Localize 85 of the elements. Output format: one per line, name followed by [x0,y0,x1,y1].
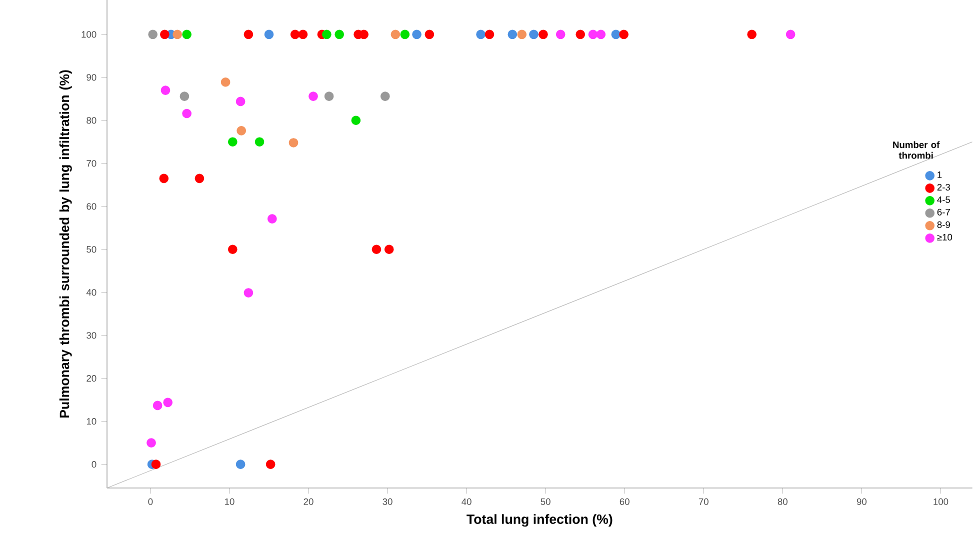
point [424,30,434,40]
point [576,30,586,40]
point [322,30,332,40]
point [529,30,538,40]
y-axis-title: Pulmonary thrombi surrounded by lung infiltration (%) [59,70,72,418]
y-tick-label: 10 [86,418,96,425]
point [160,86,170,95]
point [228,244,238,254]
x-tick-label: 60 [620,498,630,505]
point [372,244,382,254]
point [334,30,344,40]
point [244,288,254,298]
point [476,30,486,40]
x-tick-label: 50 [540,498,550,505]
point [244,30,254,40]
x-tick-label: 40 [462,498,472,505]
point [556,30,566,40]
point [148,30,158,40]
point [236,96,246,106]
point [159,174,169,184]
point [308,92,318,101]
x-tick-label: 80 [778,498,788,505]
point [172,30,182,40]
x-tick-label: 0 [148,498,153,505]
point [254,137,264,147]
y-tick-label: 50 [86,246,96,253]
point [268,214,277,224]
y-tick-label: 0 [92,461,96,468]
point [324,92,334,101]
point [194,174,204,184]
point [160,30,170,40]
point [596,30,606,40]
legend-label: 4-5 [937,196,950,203]
legend-title: Number of thrombi [893,141,940,159]
point [146,438,156,448]
point [266,460,276,470]
y-tick-label: 40 [86,289,96,296]
point [298,30,308,40]
y-tick-label: 30 [86,332,96,339]
point [380,92,390,101]
point [384,244,394,254]
point [400,30,410,40]
point [517,30,527,40]
y-tick-label: 70 [86,160,96,167]
point [180,92,190,101]
point [151,460,161,470]
point [619,30,628,40]
x-tick-label: 10 [225,498,234,505]
x-tick-label: 70 [698,498,708,505]
y-tick-label: 60 [86,203,96,210]
legend-label: 2-3 [937,184,950,191]
point [264,30,274,40]
point [786,30,796,40]
point [747,30,757,40]
x-tick-label: 90 [856,498,867,505]
x-axis-title: Total lung infection (%) [466,514,612,527]
point [290,30,300,40]
point [163,398,173,408]
y-tick-label: 20 [86,375,96,382]
legend-label: ≥10 [937,234,952,241]
point [351,116,361,126]
legend-label: 8-9 [937,221,950,228]
point [220,77,230,87]
point [588,30,598,40]
point [228,137,238,147]
point [182,108,192,118]
x-tick-label: 20 [304,498,314,505]
point [538,30,548,40]
x-tick-label: 100 [934,498,948,505]
y-tick-label: 80 [86,117,96,124]
y-tick-label: 90 [86,74,96,81]
point [484,30,494,40]
point [412,30,422,40]
point [611,30,621,40]
y-tick-label: 100 [82,31,96,38]
point [508,30,518,40]
point [390,30,400,40]
x-tick-label: 30 [382,498,392,505]
point [236,126,246,136]
point [288,138,298,148]
point [152,400,162,410]
point [236,460,246,470]
legend-label: 1 [938,172,942,178]
legend-label: 6-7 [937,208,950,216]
point [182,30,192,40]
